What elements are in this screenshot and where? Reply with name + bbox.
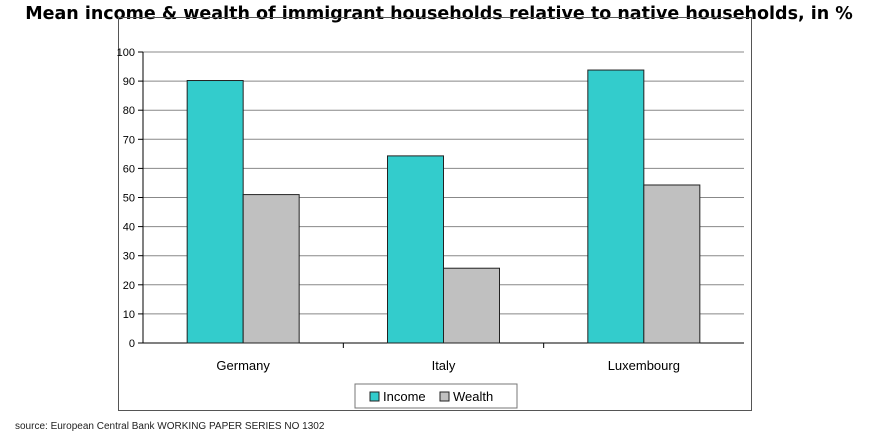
bar-wealth-luxembourg	[643, 184, 701, 344]
y-tick-label: 0	[129, 338, 135, 350]
bar-income-luxembourg	[587, 69, 645, 344]
x-tick-label: Luxembourg	[608, 358, 680, 373]
y-tick-label: 30	[123, 251, 135, 263]
x-tick-label: Italy	[432, 358, 456, 373]
bar-wealth-italy	[443, 267, 500, 344]
y-tick-label: 80	[123, 105, 135, 117]
y-tick-label: 60	[123, 163, 135, 175]
legend-label-wealth: Wealth	[453, 389, 493, 404]
y-tick-label: 70	[123, 134, 135, 146]
chart-frame	[118, 17, 752, 411]
y-tick-label: 20	[123, 280, 135, 292]
y-tick-label: 40	[123, 222, 135, 234]
y-tick-label: 100	[117, 47, 135, 59]
chart-title: Mean income & wealth of immigrant househ…	[25, 4, 853, 24]
y-tick-label: 90	[123, 76, 135, 88]
bar-income-italy	[387, 155, 444, 344]
legend-label-income: Income	[383, 389, 426, 404]
legend-swatch-wealth	[439, 391, 450, 402]
bar-wealth-germany	[242, 194, 300, 344]
legend	[354, 383, 518, 409]
y-tick-label: 10	[123, 309, 135, 321]
legend-swatch-income	[369, 391, 380, 402]
bar-income-germany	[186, 80, 244, 344]
y-tick-label: 50	[123, 193, 135, 205]
source-note: source: European Central Bank WORKING PA…	[15, 421, 325, 432]
x-tick-label: Germany	[216, 358, 270, 373]
